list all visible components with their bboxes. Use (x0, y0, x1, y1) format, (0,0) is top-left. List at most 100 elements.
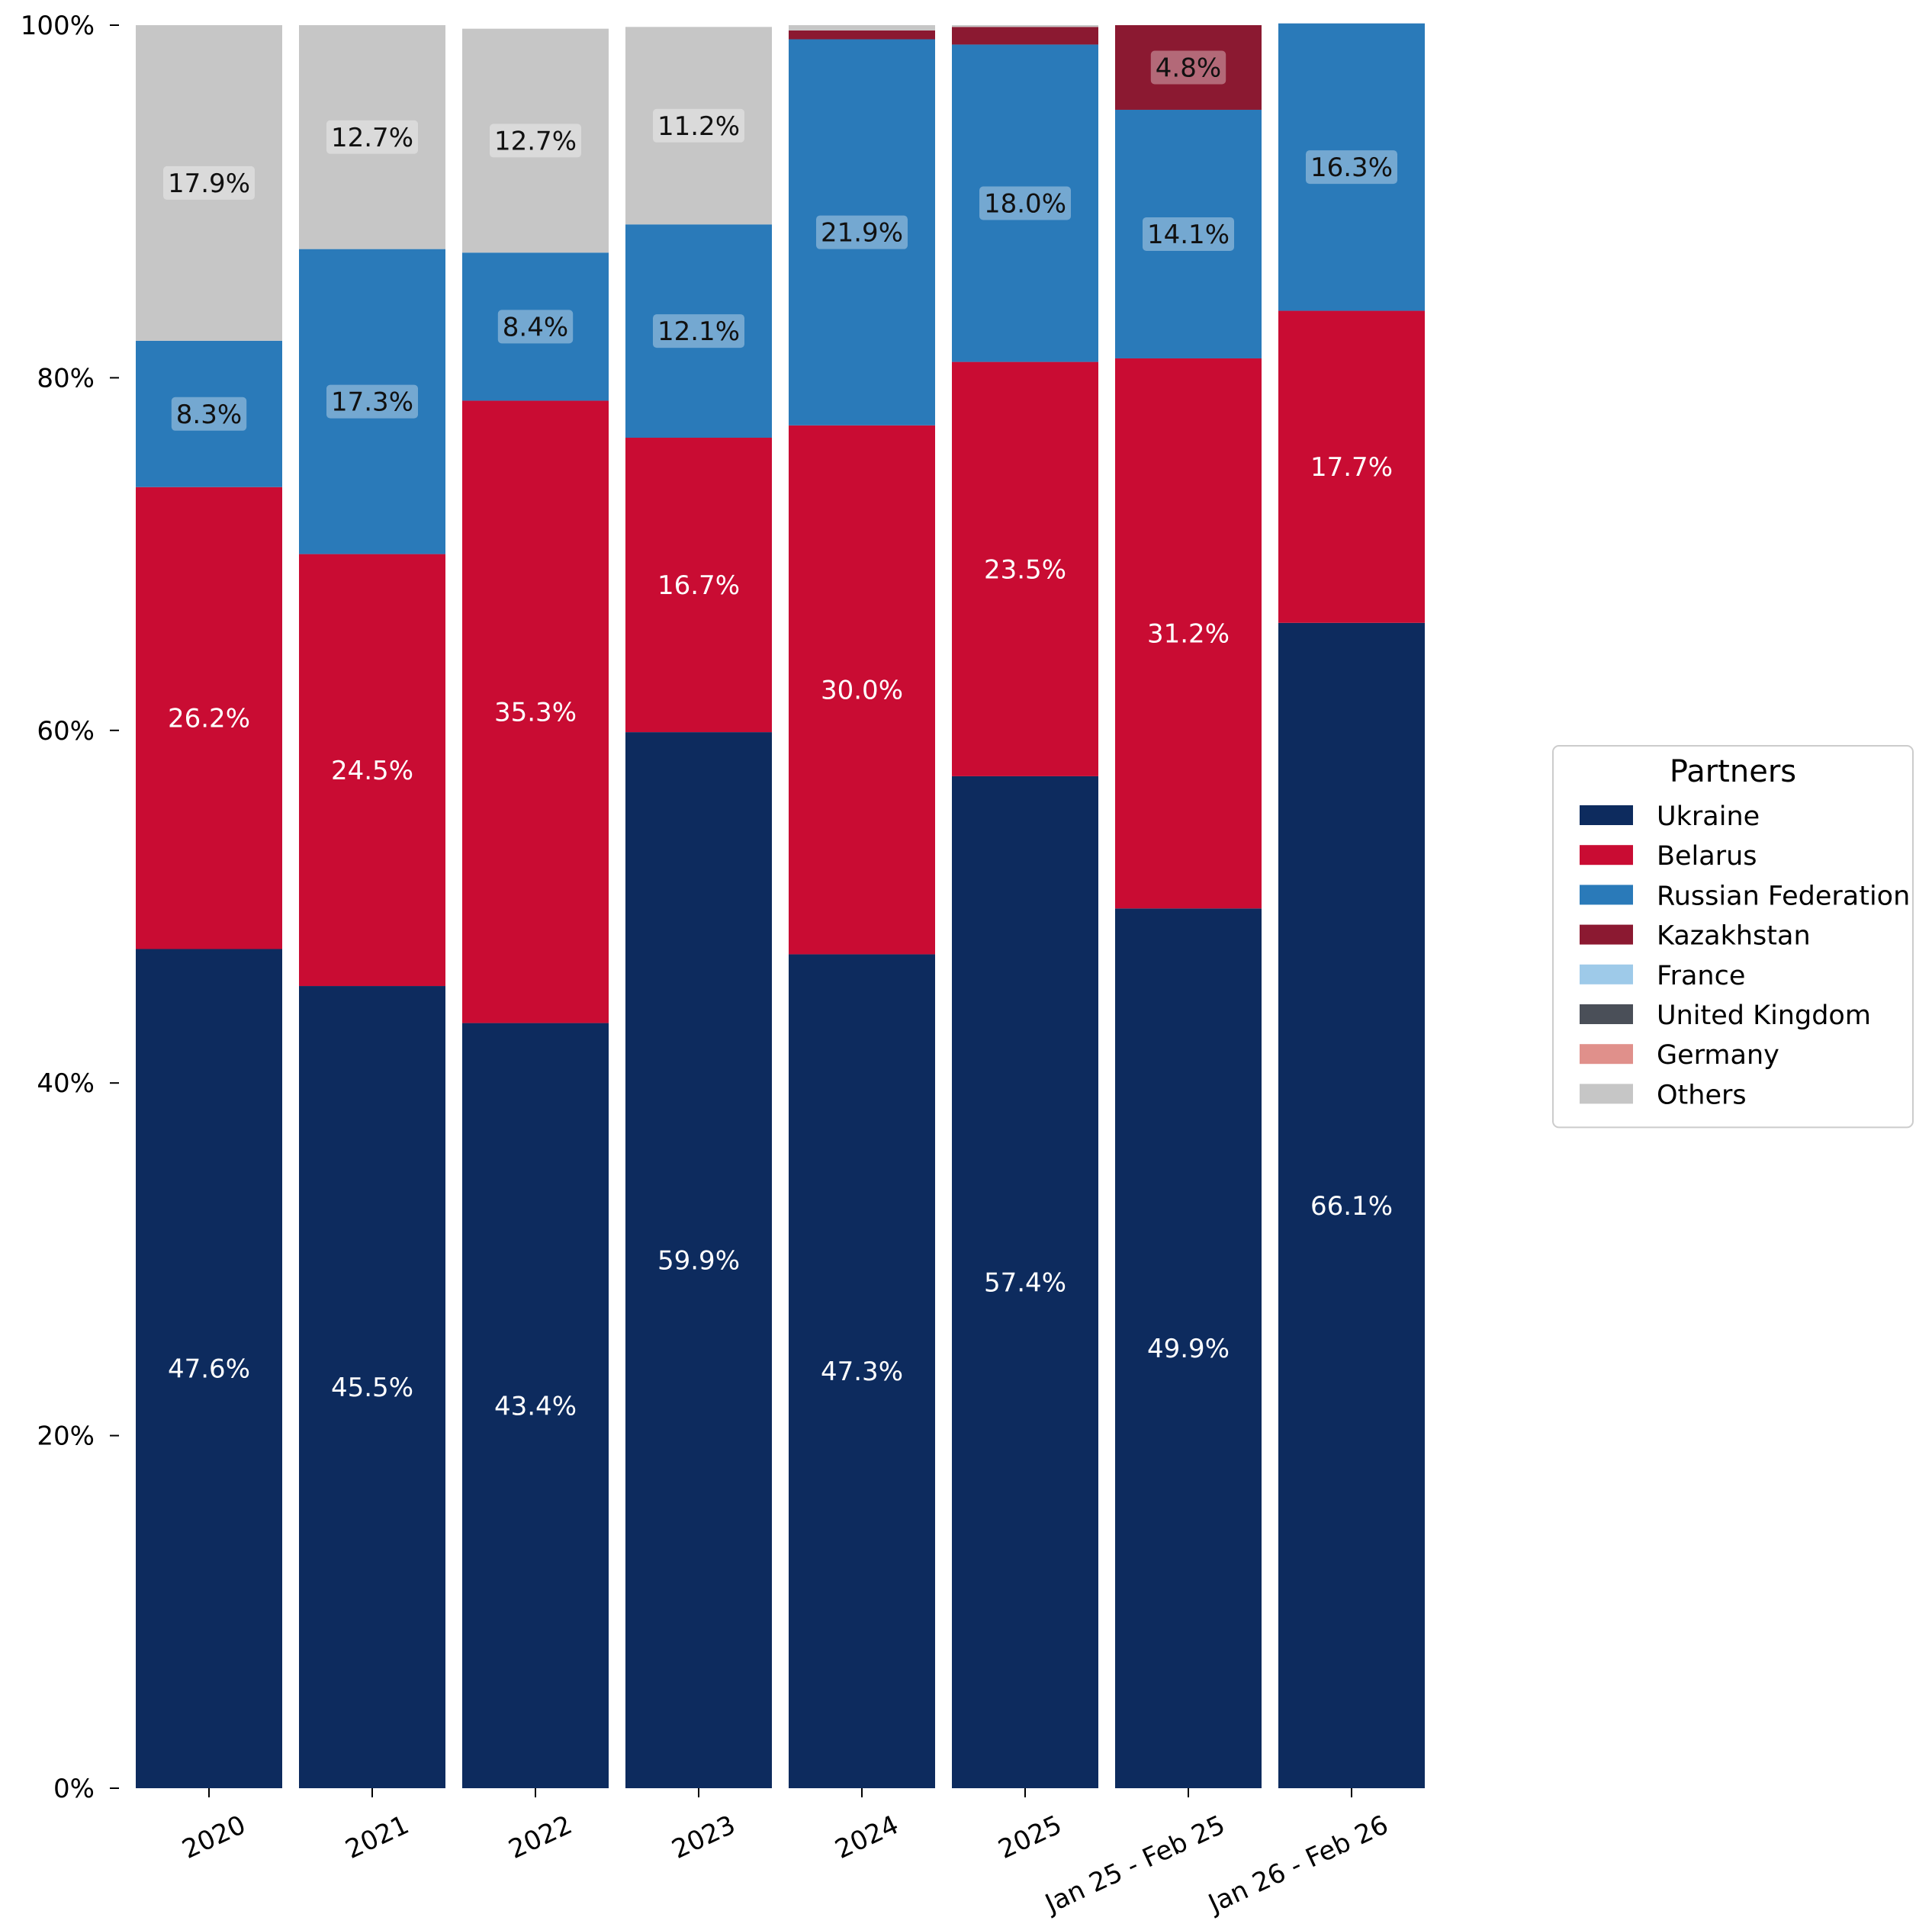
data-label: 16.7% (657, 570, 740, 601)
data-label: 24.5% (331, 756, 413, 786)
legend-swatch (1580, 1004, 1633, 1024)
data-label: 26.2% (168, 704, 250, 734)
bar-segment (789, 425, 935, 955)
bar-segment (1115, 908, 1262, 1788)
bar-segment (952, 44, 1098, 362)
data-label: 8.3% (176, 400, 242, 430)
data-label: 47.6% (168, 1354, 250, 1385)
bar-segment (625, 438, 772, 733)
data-label-box (1305, 150, 1398, 185)
x-tick-label: 2021 (341, 1810, 413, 1865)
data-label: 8.4% (503, 312, 568, 342)
data-label-box (815, 215, 908, 249)
data-label-box (652, 314, 745, 348)
data-label-box (326, 120, 419, 154)
x-tick-label: 2024 (831, 1810, 903, 1865)
legend-label: Russian Federation (1657, 881, 1910, 911)
data-label: 12.7% (494, 126, 577, 156)
data-label: 17.7% (1310, 452, 1393, 483)
legend: Partners Ukraine Belarus Russian Federation… (1552, 745, 1914, 1129)
legend-swatch (1580, 964, 1633, 984)
bar-segment (1115, 109, 1262, 358)
bar-segment (462, 1023, 609, 1788)
y-tick-label: 80% (37, 363, 95, 393)
legend-label: Others (1657, 1080, 1747, 1110)
y-tick-label: 20% (37, 1421, 95, 1452)
bar-segment (1278, 310, 1425, 623)
bar-segment (625, 224, 772, 438)
bar-segment (789, 954, 935, 1788)
legend-swatch (1580, 1044, 1633, 1065)
bar-segment (952, 776, 1098, 1788)
bar-segment (462, 28, 609, 253)
x-tick-label: Jan 25 - Feb 25 (1040, 1810, 1230, 1920)
data-label: 14.1% (1147, 220, 1230, 250)
data-label: 12.1% (657, 316, 740, 347)
legend-swatch (1580, 805, 1633, 825)
legend-label: Belarus (1657, 841, 1757, 872)
data-label-box (171, 397, 247, 431)
legend-label: Ukraine (1657, 801, 1760, 832)
data-label-box (1150, 50, 1226, 85)
bar-segment (625, 27, 772, 225)
x-tick-label: 2023 (667, 1810, 740, 1865)
legend-title: Partners (1670, 754, 1796, 789)
data-label: 23.5% (984, 554, 1066, 585)
bar-segment (1278, 23, 1425, 311)
data-label: 17.9% (168, 169, 250, 199)
data-label: 11.2% (657, 111, 740, 142)
data-label: 21.9% (821, 218, 903, 249)
legend-swatch (1580, 885, 1633, 905)
bar-segment (1115, 358, 1262, 909)
y-tick-label: 40% (37, 1068, 95, 1099)
data-label: 35.3% (494, 698, 577, 728)
x-tick-label: Jan 26 - Feb 26 (1203, 1810, 1394, 1920)
bar-segment (299, 554, 445, 987)
bar-segment (789, 30, 935, 40)
bar-segment (789, 25, 935, 31)
bars-group (136, 23, 1425, 1788)
bar-segment (462, 252, 609, 401)
data-label: 45.5% (331, 1373, 413, 1403)
bar-segment (1115, 25, 1262, 110)
data-label-box (497, 310, 574, 344)
bar-segment (789, 39, 935, 426)
bar-segment (1278, 622, 1425, 1788)
legend-label: Kazakhstan (1657, 921, 1811, 952)
data-label: 47.3% (821, 1357, 903, 1387)
data-label: 30.0% (821, 676, 903, 706)
data-label: 18.0% (984, 189, 1066, 220)
data-label: 66.1% (1310, 1191, 1393, 1222)
data-label: 57.4% (984, 1267, 1066, 1298)
bar-segment (952, 361, 1098, 776)
data-label-box (979, 186, 1072, 220)
data-label-box (652, 108, 745, 143)
data-label: 12.7% (331, 123, 413, 153)
x-tick-label: 2022 (504, 1810, 577, 1865)
bar-segment (299, 986, 445, 1788)
bar-segment (299, 249, 445, 554)
x-tick-label: 2025 (994, 1810, 1066, 1865)
bar-segment (136, 25, 282, 341)
data-label: 31.2% (1147, 619, 1230, 650)
legend-swatch (1580, 1084, 1633, 1104)
legend-label: France (1657, 961, 1745, 991)
bar-segment (299, 25, 445, 249)
legend-swatch (1580, 845, 1633, 866)
bar-segment (625, 732, 772, 1788)
y-tick-label: 100% (21, 11, 95, 41)
data-label: 4.8% (1156, 53, 1221, 83)
bar-segment (136, 340, 282, 487)
bar-segment (952, 27, 1098, 45)
data-label-box (162, 165, 256, 200)
data-label-box (326, 384, 419, 419)
data-label-box (489, 124, 582, 158)
legend-swatch (1580, 924, 1633, 945)
legend-label: United Kingdom (1657, 1000, 1871, 1031)
bar-segment (136, 487, 282, 949)
data-label: 17.3% (331, 387, 413, 418)
bar-segment (952, 25, 1098, 27)
data-label: 16.3% (1310, 153, 1393, 183)
bar-segment (462, 400, 609, 1023)
y-axis: 0% 20% 40% 60% 80% 100% (21, 11, 119, 1804)
